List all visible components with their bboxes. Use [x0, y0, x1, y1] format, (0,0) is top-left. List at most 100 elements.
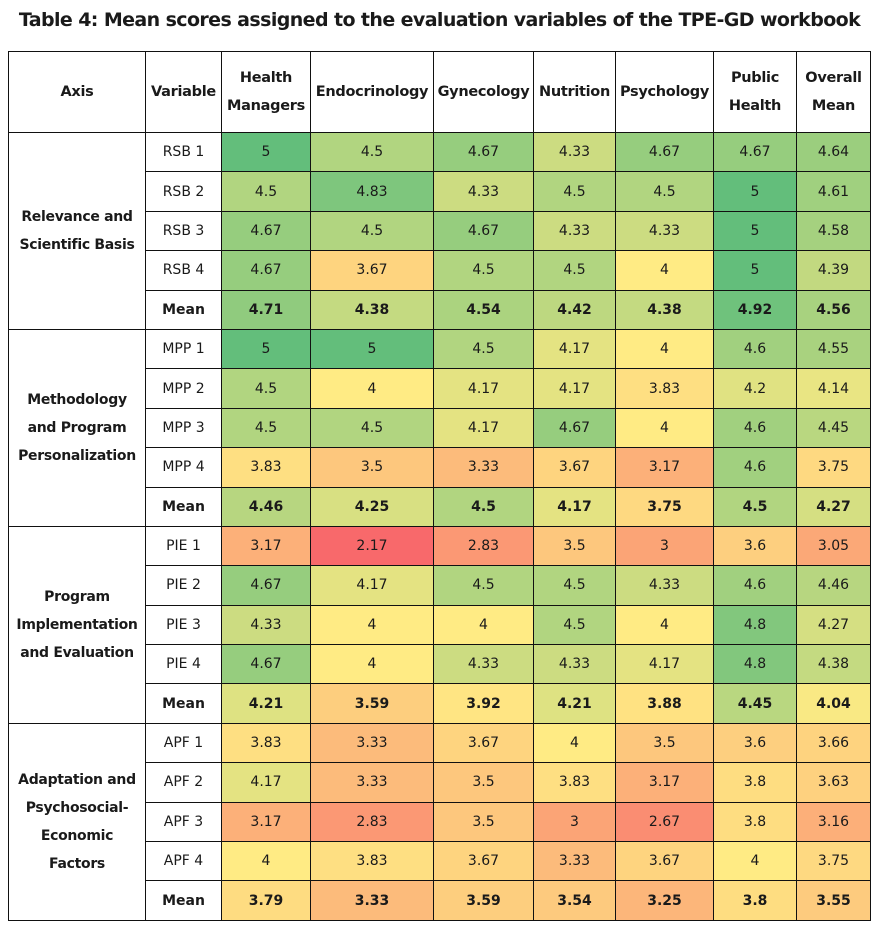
- score-cell: 4.45: [713, 683, 797, 724]
- table-row: APF 2 4.17 3.33 3.5 3.83 3.17 3.8 3.63: [9, 762, 871, 803]
- score-cell: 3.8: [713, 762, 797, 803]
- table-row: MPP 2 4.5 4 4.17 4.17 3.83 4.2 4.14: [9, 368, 871, 409]
- score-cell: 3.16: [796, 801, 871, 843]
- table-row: RSB 3 4.67 4.5 4.67 4.33 4.33 5 4.58: [9, 210, 871, 252]
- axis-label-line: Methodology: [27, 391, 127, 408]
- score-cell: 3.17: [615, 762, 714, 803]
- score-cell: 4.5: [310, 210, 434, 252]
- mean-row: Mean 4.46 4.25 4.5 4.17 3.75 4.5 4.27: [9, 486, 871, 527]
- score-cell: 4.33: [221, 604, 311, 646]
- table-row: PIE 4 4.67 4 4.33 4.33 4.17 4.8 4.38: [9, 644, 871, 685]
- score-cell: 4.5: [533, 250, 616, 291]
- variable-cell: MPP 1: [145, 328, 222, 370]
- axis-label-line: Economic: [40, 827, 114, 844]
- score-cell: 3.67: [310, 250, 434, 291]
- score-cell: 3.33: [310, 762, 434, 803]
- axis-label-line: Psychosocial-: [25, 799, 129, 816]
- score-cell: 4.33: [433, 171, 534, 212]
- score-cell: 3.67: [433, 841, 534, 882]
- score-cell: 4.5: [533, 604, 616, 646]
- score-cell: 3.79: [221, 880, 311, 921]
- score-cell: 3.8: [713, 880, 797, 921]
- table-row: APF 3 3.17 2.83 3.5 3 2.67 3.8 3.16: [9, 801, 871, 843]
- score-cell: 2.17: [310, 525, 434, 567]
- score-cell: 4.14: [796, 368, 871, 409]
- score-cell: 4.67: [221, 250, 311, 291]
- table-row: MPP 4 3.83 3.5 3.33 3.67 3.17 4.6 3.75: [9, 447, 871, 488]
- score-cell: 3.67: [533, 447, 616, 488]
- score-cell: 4.27: [796, 486, 871, 527]
- variable-cell: PIE 4: [145, 644, 222, 685]
- score-cell: 4.21: [533, 683, 616, 724]
- score-cell: 3.83: [615, 368, 714, 409]
- score-cell: 4.67: [433, 210, 534, 252]
- score-cell: 2.83: [310, 801, 434, 843]
- score-cell: 3.33: [310, 722, 434, 764]
- table-row: Adaptation and Psychosocial- Economic Facto…: [8, 722, 871, 921]
- variable-cell: RSB 4: [145, 250, 222, 291]
- score-cell: 4.5: [221, 171, 311, 212]
- score-cell: 3.63: [796, 762, 871, 803]
- score-cell: 3.17: [221, 525, 311, 567]
- score-cell: 4.25: [310, 486, 434, 527]
- score-cell: 4.6: [713, 407, 797, 449]
- header-endocrinology: Endocrinology: [310, 51, 434, 133]
- score-cell: 4: [615, 250, 714, 291]
- score-cell: 4.5: [433, 565, 534, 606]
- score-cell: 3.83: [221, 447, 311, 488]
- variable-cell: MPP 4: [145, 447, 222, 488]
- variable-cell: APF 3: [145, 801, 222, 843]
- score-cell: 2.67: [615, 801, 714, 843]
- axis-label-line: Relevance and: [21, 208, 133, 225]
- score-cell: 3.54: [533, 880, 616, 921]
- score-cell: 4.6: [713, 328, 797, 370]
- variable-cell: RSB 2: [145, 171, 222, 212]
- variable-cell: MPP 2: [145, 368, 222, 409]
- score-cell: 3.83: [310, 841, 434, 882]
- header-variable: Variable: [145, 51, 222, 133]
- score-cell: 4.46: [221, 486, 311, 527]
- score-cell: 3.67: [615, 841, 714, 882]
- scores-table: Axis Variable Health Managers Endocrinolo…: [8, 51, 871, 921]
- score-cell: 4: [615, 407, 714, 449]
- score-cell: 4.45: [796, 407, 871, 449]
- score-cell: 3.6: [713, 525, 797, 567]
- score-cell: 4.5: [433, 486, 534, 527]
- axis-cell: Program Implementation and Evaluation: [8, 525, 146, 724]
- score-cell: 3.8: [713, 801, 797, 843]
- axis-label-line: Personalization: [18, 447, 136, 464]
- score-cell: 3.33: [310, 880, 434, 921]
- table-row: Program Implementation and Evaluation PIE 1…: [8, 525, 871, 724]
- score-cell: 4: [433, 604, 534, 646]
- header-gynecology: Gynecology: [433, 51, 534, 133]
- score-cell: 3: [615, 525, 714, 567]
- score-cell: 4.56: [796, 289, 871, 330]
- score-cell: 5: [713, 250, 797, 291]
- score-cell: 4.2: [713, 368, 797, 409]
- score-cell: 4.67: [533, 407, 616, 449]
- score-cell: 5: [221, 131, 311, 173]
- score-cell: 4.61: [796, 171, 871, 212]
- score-cell: 4.21: [221, 683, 311, 724]
- score-cell: 4.33: [533, 210, 616, 252]
- mean-row: Mean 3.79 3.33 3.59 3.54 3.25 3.8 3.55: [9, 880, 871, 921]
- score-cell: 4.5: [533, 171, 616, 212]
- axis-label-line: and Evaluation: [20, 644, 134, 661]
- score-cell: 4.8: [713, 644, 797, 685]
- mean-row: Mean 4.21 3.59 3.92 4.21 3.88 4.45 4.04: [9, 683, 871, 724]
- variable-cell: Mean: [145, 880, 222, 921]
- score-cell: 4: [615, 328, 714, 370]
- score-cell: 4.67: [221, 210, 311, 252]
- score-cell: 4.17: [533, 368, 616, 409]
- variable-cell: APF 2: [145, 762, 222, 803]
- score-cell: 3.33: [433, 447, 534, 488]
- score-cell: 4.39: [796, 250, 871, 291]
- score-cell: 4.27: [796, 604, 871, 646]
- score-cell: 3.88: [615, 683, 714, 724]
- table-row: RSB 2 4.5 4.83 4.33 4.5 4.5 5 4.61: [9, 171, 871, 212]
- score-cell: 3.5: [615, 722, 714, 764]
- score-cell: 3.55: [796, 880, 871, 921]
- variable-cell: APF 4: [145, 841, 222, 882]
- score-cell: 5: [713, 171, 797, 212]
- score-cell: 4: [615, 604, 714, 646]
